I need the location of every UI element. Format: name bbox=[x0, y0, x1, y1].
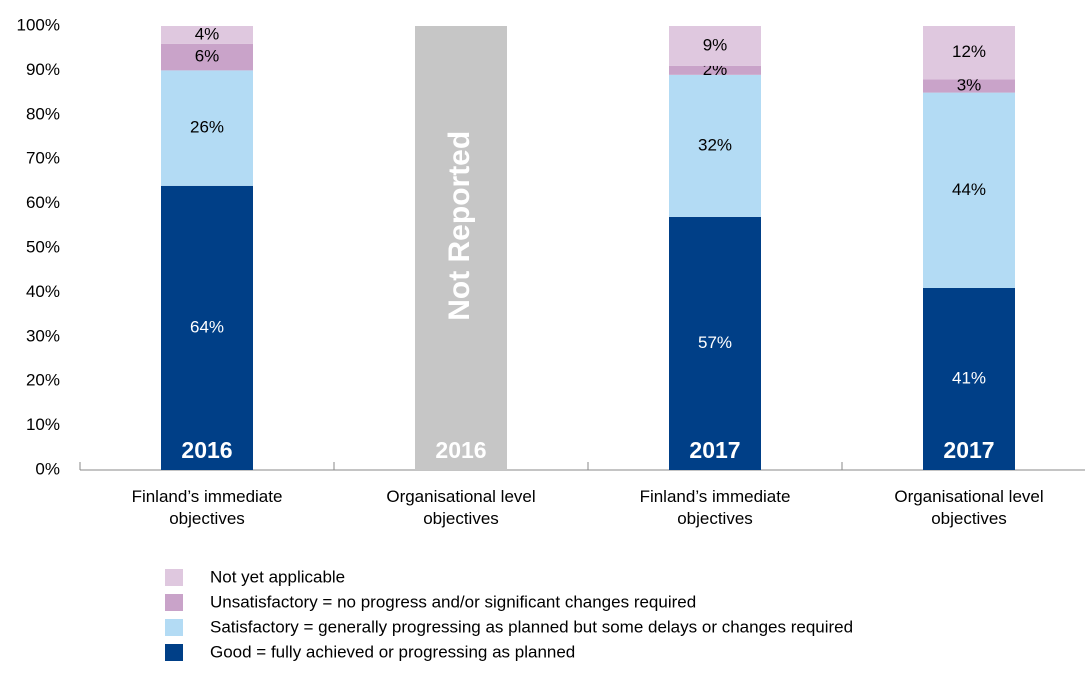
value-label: 32% bbox=[698, 135, 732, 154]
legend-label: Satisfactory = generally progressing as … bbox=[210, 617, 853, 636]
bar-segment bbox=[923, 79, 1015, 93]
x-tick-label: Finland’s immediate objectives bbox=[639, 487, 791, 528]
value-label: 44% bbox=[952, 180, 986, 199]
y-tick-label: 80% bbox=[26, 104, 60, 123]
value-label: 64% bbox=[190, 317, 224, 336]
bar-segment bbox=[669, 26, 761, 66]
y-tick-label: 20% bbox=[26, 371, 60, 390]
not-reported-bar bbox=[415, 26, 507, 470]
bar-segment bbox=[923, 92, 1015, 288]
legend-swatch bbox=[165, 569, 183, 586]
y-tick-label: 50% bbox=[26, 237, 60, 256]
year-label: 2017 bbox=[943, 437, 994, 463]
value-label: 41% bbox=[952, 368, 986, 387]
value-label: 26% bbox=[190, 118, 224, 137]
bar-segment bbox=[161, 43, 253, 71]
legend-swatch bbox=[165, 644, 183, 661]
bar-segment bbox=[669, 74, 761, 217]
legend-swatch bbox=[165, 594, 183, 611]
bar-segment bbox=[669, 65, 761, 75]
legend-label: Good = fully achieved or progressing as … bbox=[210, 642, 575, 661]
x-tick-label: Finland’s immediate objectives bbox=[131, 487, 283, 528]
y-tick-label: 0% bbox=[35, 459, 60, 478]
bar-segment bbox=[161, 185, 253, 470]
y-tick-label: 60% bbox=[26, 193, 60, 212]
y-tick-label: 30% bbox=[26, 326, 60, 345]
value-label: 57% bbox=[698, 333, 732, 352]
year-label: 2017 bbox=[689, 437, 740, 463]
y-tick-label: 100% bbox=[17, 15, 60, 34]
y-tick-label: 40% bbox=[26, 282, 60, 301]
y-tick-label: 70% bbox=[26, 149, 60, 168]
value-label: 3% bbox=[957, 75, 982, 94]
value-label: 12% bbox=[952, 42, 986, 61]
x-tick-label: Organisational level objectives bbox=[894, 487, 1044, 528]
bar-segment bbox=[669, 216, 761, 470]
legend-label: Not yet applicable bbox=[210, 567, 345, 586]
legend-swatch bbox=[165, 619, 183, 636]
value-label: 4% bbox=[195, 24, 220, 43]
bar-segment bbox=[161, 70, 253, 186]
x-tick-label: Organisational level objectives bbox=[386, 487, 536, 528]
value-label: 9% bbox=[703, 35, 728, 54]
y-tick-label: 10% bbox=[26, 415, 60, 434]
value-label: 6% bbox=[195, 47, 220, 66]
bar-segment bbox=[923, 287, 1015, 470]
annotation: Not Reported bbox=[443, 131, 476, 321]
year-label: 2016 bbox=[181, 437, 232, 463]
bar-segment bbox=[923, 26, 1015, 80]
year-label: 2016 bbox=[435, 437, 486, 463]
legend-label: Unsatisfactory = no progress and/or sign… bbox=[210, 592, 696, 611]
y-tick-label: 90% bbox=[26, 60, 60, 79]
bar-segment bbox=[161, 26, 253, 44]
